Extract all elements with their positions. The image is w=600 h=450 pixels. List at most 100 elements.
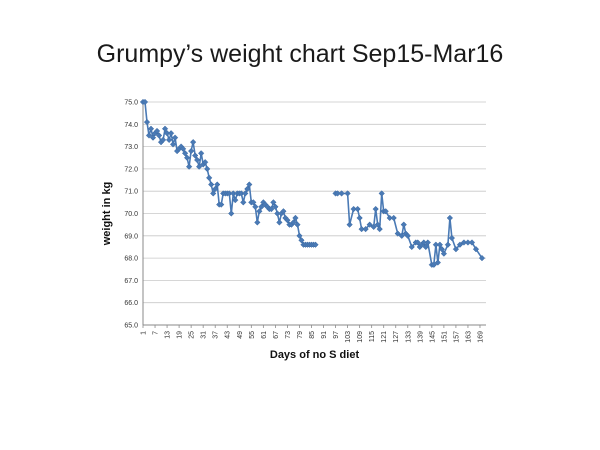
x-tick-label: 49 bbox=[237, 331, 244, 339]
data-point bbox=[374, 221, 381, 228]
y-tick-label: 75.0 bbox=[124, 100, 138, 107]
data-point bbox=[161, 125, 169, 132]
data-point bbox=[438, 246, 446, 253]
data-point bbox=[208, 181, 215, 188]
data-point bbox=[338, 190, 345, 197]
chart-title: Grumpy’s weight chart Sep15-Mar16 bbox=[96, 40, 504, 68]
series-line bbox=[335, 192, 483, 266]
data-point bbox=[478, 254, 486, 262]
y-tick-label: 68.0 bbox=[124, 256, 138, 263]
data-point bbox=[214, 181, 221, 188]
data-point bbox=[284, 217, 291, 224]
x-tick-label: 163 bbox=[465, 331, 472, 343]
data-point bbox=[400, 221, 407, 228]
x-tick-label: 97 bbox=[333, 331, 340, 339]
x-tick-label: 67 bbox=[273, 331, 280, 339]
data-point bbox=[366, 221, 373, 228]
data-point bbox=[206, 174, 213, 181]
data-point bbox=[228, 210, 235, 217]
x-tick-label: 25 bbox=[189, 331, 196, 339]
data-point bbox=[198, 150, 205, 157]
x-tick-label: 31 bbox=[201, 331, 208, 339]
gridlines bbox=[143, 101, 486, 304]
data-point bbox=[312, 241, 319, 248]
data-point bbox=[362, 225, 369, 233]
data-point bbox=[242, 190, 249, 197]
data-point bbox=[191, 152, 199, 159]
y-tick-label: 70.0 bbox=[124, 211, 138, 218]
data-point bbox=[155, 132, 163, 139]
x-tick-label: 169 bbox=[477, 331, 484, 343]
data-point bbox=[414, 239, 421, 246]
axes bbox=[142, 102, 486, 328]
data-point bbox=[240, 199, 247, 206]
data-point bbox=[346, 221, 353, 228]
x-tick-label: 139 bbox=[417, 331, 424, 343]
data-point bbox=[472, 246, 480, 253]
y-tick-label: 67.0 bbox=[124, 278, 138, 285]
data-point bbox=[246, 181, 253, 188]
series-weight bbox=[139, 98, 486, 268]
y-tick-label: 73.0 bbox=[124, 144, 138, 151]
data-point bbox=[356, 214, 363, 222]
data-point bbox=[194, 156, 201, 164]
data-point bbox=[354, 205, 361, 213]
data-point bbox=[145, 132, 153, 139]
x-tick-label: 109 bbox=[357, 331, 364, 343]
data-point bbox=[408, 243, 415, 251]
x-tick-label: 19 bbox=[177, 331, 184, 339]
data-point bbox=[446, 214, 454, 222]
x-tick-label: 55 bbox=[249, 331, 256, 339]
data-point bbox=[430, 261, 438, 268]
data-point bbox=[256, 208, 263, 215]
data-point bbox=[394, 230, 401, 237]
x-tick-label: 61 bbox=[261, 331, 268, 339]
x-tick-label: 79 bbox=[297, 331, 304, 339]
y-tick-label: 65.0 bbox=[124, 323, 138, 330]
data-point bbox=[167, 130, 175, 137]
data-point bbox=[382, 208, 389, 215]
data-point bbox=[232, 196, 239, 204]
x-tick-label: 115 bbox=[369, 331, 376, 342]
x-axis-label: Days of no S diet bbox=[270, 349, 360, 361]
x-tick-label: 13 bbox=[165, 331, 172, 339]
data-point bbox=[280, 208, 287, 215]
y-tick-label: 71.0 bbox=[124, 189, 138, 196]
x-tick-label: 43 bbox=[225, 331, 232, 339]
data-point bbox=[183, 154, 191, 161]
data-point bbox=[370, 223, 377, 231]
data-point bbox=[210, 190, 217, 197]
x-tick-label: 151 bbox=[441, 331, 448, 343]
data-point bbox=[250, 199, 257, 206]
y-tick-labels: 65.0 66.0 67.0 68.0 69.0 70.0 71.0 72.0 73.0 74.0… bbox=[124, 100, 138, 330]
x-tick-labels: 1 7 13 19 25 31 37 43 49 55 61 67 73 79 85 91 97 103 109 11… bbox=[141, 331, 485, 343]
data-point bbox=[422, 243, 429, 251]
data-point bbox=[165, 136, 173, 144]
x-tick-label: 127 bbox=[393, 331, 400, 343]
data-point bbox=[376, 225, 383, 233]
data-point bbox=[254, 219, 261, 226]
x-tick-label: 145 bbox=[429, 331, 436, 343]
data-point bbox=[424, 239, 431, 246]
data-point bbox=[276, 219, 283, 226]
data-point bbox=[268, 205, 275, 213]
data-point bbox=[189, 138, 197, 146]
data-point bbox=[434, 259, 442, 266]
data-point bbox=[372, 205, 379, 213]
data-point bbox=[440, 250, 448, 257]
data-point bbox=[244, 185, 251, 193]
data-point bbox=[212, 185, 219, 193]
data-point bbox=[169, 141, 177, 148]
y-tick-label: 66.0 bbox=[124, 300, 138, 307]
data-point bbox=[159, 136, 167, 144]
x-tick-label: 1 bbox=[141, 331, 148, 335]
data-point bbox=[344, 190, 351, 197]
x-tick-label: 133 bbox=[405, 331, 412, 343]
x-tick-label: 157 bbox=[453, 331, 460, 343]
y-tick-label: 72.0 bbox=[124, 166, 138, 173]
y-axis-label: weight in kg bbox=[101, 182, 113, 247]
data-point bbox=[143, 118, 151, 126]
data-point bbox=[404, 232, 411, 239]
y-tick-label: 69.0 bbox=[124, 233, 138, 240]
